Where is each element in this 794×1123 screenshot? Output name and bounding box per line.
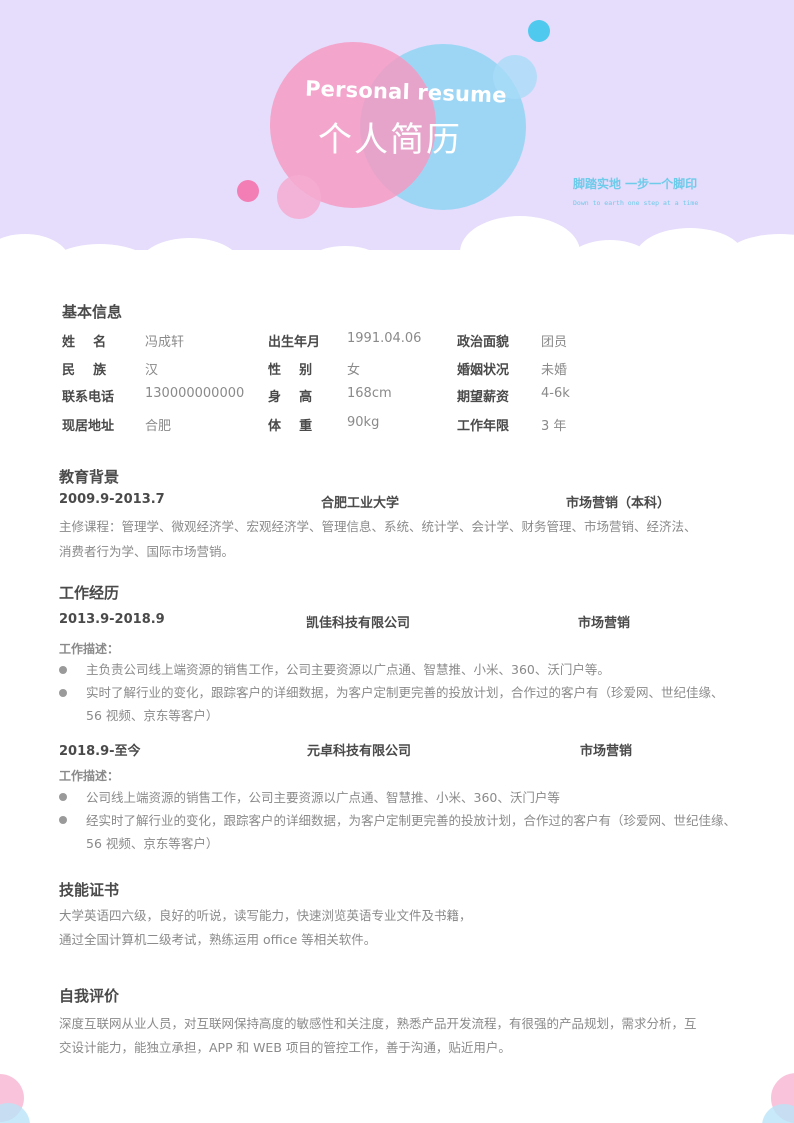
field-label: 身 高 bbox=[268, 390, 313, 405]
job-role: 市场营销 bbox=[578, 616, 631, 631]
education-school: 合肥工业大学 bbox=[321, 496, 400, 511]
corner-decoration-right bbox=[762, 1073, 794, 1123]
field-value: 团员 bbox=[541, 335, 568, 350]
section-title-education: 教育背景 bbox=[59, 468, 120, 486]
job-company: 凯佳科技有限公司 bbox=[306, 616, 411, 631]
job-desc-label: 工作描述： bbox=[59, 769, 120, 783]
field-value: 4-6k bbox=[541, 386, 570, 401]
field-value: 168cm bbox=[347, 386, 392, 401]
field-value: 冯成轩 bbox=[145, 335, 185, 350]
skills-text-cont: 通过全国计算机二级考试，熟练运用 office 等相关软件。 bbox=[59, 932, 377, 947]
section-title-self-evaluation: 自我评价 bbox=[59, 987, 120, 1005]
field-value: 90kg bbox=[347, 415, 380, 430]
field-label: 性 别 bbox=[268, 363, 313, 378]
field-value: 女 bbox=[347, 363, 361, 378]
field-label: 婚姻状况 bbox=[457, 363, 510, 378]
resume-title-chinese: 个人简历 bbox=[318, 120, 462, 160]
field-value: 3 年 bbox=[541, 419, 567, 434]
motto: 脚踏实地 一步一个脚印 bbox=[573, 177, 698, 191]
field-value: 130000000000 bbox=[145, 386, 245, 401]
bullet-dot-icon bbox=[59, 689, 67, 697]
job-bullet: 公司线上端资源的销售工作，公司主要资源以广点通、智慧推、小米、360、沃门户等 bbox=[86, 790, 560, 805]
field-label: 体 重 bbox=[268, 419, 313, 434]
pink-circle bbox=[270, 42, 436, 208]
job-period: 2018.9-至今 bbox=[59, 744, 141, 759]
education-major: 市场营销（本科） bbox=[566, 496, 671, 511]
field-value: 1991.04.06 bbox=[347, 331, 422, 346]
section-title-skills: 技能证书 bbox=[59, 881, 120, 899]
field-value: 未婚 bbox=[541, 363, 568, 378]
field-label: 出生年月 bbox=[268, 335, 321, 350]
section-title-basic: 基本信息 bbox=[62, 303, 123, 321]
field-label: 民 族 bbox=[62, 363, 107, 378]
job-bullet: 主负责公司线上端资源的销售工作，公司主要资源以广点通、智慧推、小米、360、沃门… bbox=[86, 662, 610, 677]
job-desc-label: 工作描述： bbox=[59, 642, 120, 656]
corner-decoration-left bbox=[0, 1074, 30, 1123]
bullet-dot-icon bbox=[59, 666, 67, 674]
motto-english: Down to earth one step at a time bbox=[573, 199, 699, 207]
job-period: 2013.9-2018.9 bbox=[59, 612, 165, 627]
field-label: 期望薪资 bbox=[457, 390, 510, 405]
education-period: 2009.9-2013.7 bbox=[59, 492, 165, 507]
section-title-work: 工作经历 bbox=[59, 584, 120, 602]
job-company: 元卓科技有限公司 bbox=[307, 744, 412, 759]
education-courses-cont: 消费者行为学、国际市场营销。 bbox=[59, 544, 235, 559]
field-label: 工作年限 bbox=[457, 419, 510, 434]
field-value: 汉 bbox=[145, 363, 159, 378]
education-courses: 主修课程：管理学、微观经济学、宏观经济学、管理信息、系统、统计学、会计学、财务管… bbox=[59, 519, 697, 534]
job-role: 市场营销 bbox=[580, 744, 633, 759]
field-label: 联系电话 bbox=[62, 390, 115, 405]
job-bullet: 经实时了解行业的变化，跟踪客户的详细数据，为客户定制更完善的投放计划，合作过的客… bbox=[86, 813, 737, 851]
self-evaluation-text: 深度互联网从业人员，对互联网保持高度的敏感性和关注度，熟悉产品开发流程，有很强的… bbox=[59, 1016, 697, 1031]
header-background bbox=[0, 0, 794, 280]
field-label: 政治面貌 bbox=[457, 335, 510, 350]
bullet-dot-icon bbox=[59, 793, 67, 801]
skills-text: 大学英语四六级，良好的听说，读写能力，快速浏览英语专业文件及书籍， bbox=[59, 908, 472, 923]
bullet-dot-icon bbox=[59, 816, 67, 824]
field-value: 合肥 bbox=[145, 419, 172, 434]
self-evaluation-text-cont: 交设计能力，能独立承担，APP 和 WEB 项目的管控工作，善于沟通，贴近用户。 bbox=[59, 1040, 511, 1055]
job-bullet: 实时了解行业的变化，跟踪客户的详细数据，为客户定制更完善的投放计划，合作过的客户… bbox=[86, 685, 724, 723]
field-label: 姓 名 bbox=[62, 335, 107, 350]
field-label: 现居地址 bbox=[62, 419, 115, 434]
